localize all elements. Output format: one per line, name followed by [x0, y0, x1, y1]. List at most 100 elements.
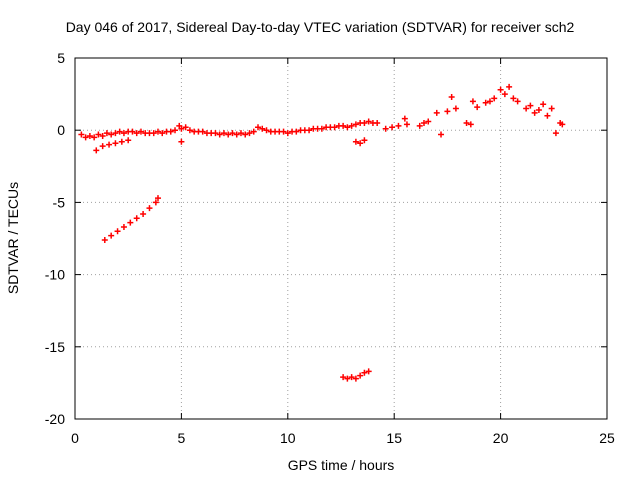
data-point: [259, 125, 266, 132]
data-point: [523, 105, 530, 112]
data-point: [395, 122, 402, 129]
y-tick-label: -10: [45, 267, 65, 283]
data-point: [225, 131, 232, 138]
data-point: [340, 122, 347, 129]
data-point: [361, 119, 368, 126]
data-point: [452, 105, 459, 112]
data-point: [448, 93, 455, 100]
data-point: [306, 127, 313, 134]
data-point: [361, 369, 368, 376]
axis-ticks: 0 5 10 15 20 25 5 0 -5 -10 -15 -20: [45, 50, 615, 446]
data-point: [133, 215, 140, 222]
data-point: [112, 130, 119, 137]
data-point: [463, 119, 470, 126]
data-point: [120, 223, 127, 230]
data-point: [357, 372, 364, 379]
data-point: [382, 125, 389, 132]
data-point: [116, 128, 123, 135]
data-point: [438, 131, 445, 138]
data-point: [348, 374, 355, 381]
data-point: [352, 138, 359, 145]
data-point: [233, 131, 240, 138]
data-point: [527, 102, 534, 109]
data-point: [159, 130, 166, 137]
data-point: [552, 130, 559, 137]
data-point: [344, 124, 351, 131]
y-tick-label: 0: [57, 122, 65, 138]
data-point: [220, 130, 227, 137]
data-point: [120, 130, 127, 137]
data-point: [469, 98, 476, 105]
data-point: [82, 134, 89, 141]
data-point: [374, 119, 381, 126]
data-point: [172, 127, 179, 134]
data-point: [497, 86, 504, 93]
data-point: [106, 141, 113, 148]
x-tick-label: 20: [493, 430, 509, 446]
data-point: [474, 104, 481, 111]
plot-frame: [74, 57, 608, 420]
data-point: [242, 131, 249, 138]
data-point: [433, 109, 440, 116]
data-point: [482, 99, 489, 106]
data-point: [403, 121, 410, 128]
data-point: [150, 130, 157, 137]
data-point: [535, 106, 542, 113]
x-tick-label: 10: [280, 430, 296, 446]
data-point: [420, 119, 427, 126]
data-point: [112, 140, 119, 147]
chart-title: Day 046 of 2017, Sidereal Day-to-day VTE…: [65, 19, 575, 35]
data-point: [401, 115, 408, 122]
data-point: [544, 112, 551, 119]
data-point: [237, 130, 244, 137]
data-point: [331, 124, 338, 131]
data-points: [78, 83, 566, 382]
data-point: [152, 199, 159, 206]
data-point: [506, 83, 513, 90]
x-tick-label: 15: [386, 430, 402, 446]
data-point: [531, 109, 538, 116]
data-point: [540, 101, 547, 108]
data-point: [348, 122, 355, 129]
data-point: [125, 137, 132, 144]
data-point: [133, 130, 140, 137]
data-point: [108, 131, 115, 138]
data-point: [491, 95, 498, 102]
data-point: [444, 108, 451, 115]
data-point: [361, 137, 368, 144]
data-point: [318, 125, 325, 132]
data-point: [416, 122, 423, 129]
data-point: [255, 124, 262, 131]
data-point: [99, 132, 106, 139]
data-point: [246, 130, 253, 137]
data-point: [129, 128, 136, 135]
data-point: [167, 128, 174, 135]
data-point: [344, 375, 351, 382]
data-point: [212, 130, 219, 137]
y-tick-label: 5: [57, 50, 65, 66]
data-point: [389, 124, 396, 131]
data-point: [103, 130, 110, 137]
data-point: [365, 368, 372, 375]
data-point: [352, 375, 359, 382]
data-point: [95, 131, 102, 138]
data-point: [118, 138, 125, 145]
data-point: [486, 98, 493, 105]
data-point: [340, 374, 347, 381]
data-point: [293, 128, 300, 135]
data-point: [178, 125, 185, 132]
data-point: [352, 121, 359, 128]
data-point: [250, 128, 257, 135]
x-tick-label: 5: [178, 430, 186, 446]
y-tick-label: -20: [45, 411, 65, 427]
y-tick-label: -5: [53, 194, 66, 210]
data-point: [229, 130, 236, 137]
grid: [75, 58, 607, 419]
data-point: [154, 195, 161, 202]
data-point: [108, 232, 115, 239]
data-point: [178, 138, 185, 145]
data-point: [510, 95, 517, 102]
data-point: [140, 210, 147, 217]
data-point: [357, 140, 364, 147]
data-point: [559, 121, 566, 128]
